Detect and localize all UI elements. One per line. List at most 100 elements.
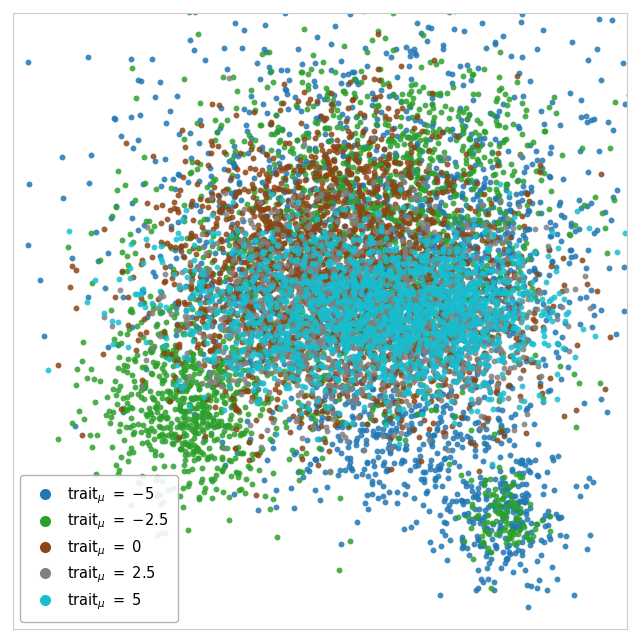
Point	[383, 91, 394, 101]
Point	[515, 313, 525, 324]
Point	[186, 377, 196, 388]
Point	[507, 351, 517, 361]
Point	[275, 403, 285, 413]
Point	[188, 243, 198, 253]
Point	[436, 107, 446, 117]
Point	[468, 336, 479, 347]
Point	[385, 332, 395, 342]
Point	[441, 308, 451, 318]
Point	[174, 129, 184, 139]
Point	[434, 343, 444, 354]
Point	[455, 354, 465, 365]
Point	[385, 134, 395, 144]
Point	[303, 202, 313, 212]
Point	[213, 346, 223, 356]
Point	[415, 451, 425, 461]
Point	[322, 153, 332, 164]
Point	[472, 356, 483, 366]
Point	[271, 92, 281, 103]
Point	[422, 214, 432, 225]
Point	[301, 331, 311, 341]
Point	[376, 342, 386, 352]
Point	[387, 213, 397, 223]
Point	[326, 363, 336, 373]
Point	[463, 169, 473, 179]
Point	[490, 297, 500, 308]
Point	[299, 327, 309, 338]
Point	[289, 229, 300, 239]
Point	[267, 281, 277, 291]
Point	[473, 564, 483, 575]
Point	[369, 186, 380, 196]
Point	[465, 162, 476, 173]
Point	[487, 334, 497, 345]
Point	[355, 164, 365, 174]
Point	[417, 274, 428, 284]
Point	[187, 374, 197, 384]
Point	[514, 359, 524, 369]
Point	[348, 299, 358, 309]
Point	[372, 281, 383, 291]
Point	[330, 238, 340, 248]
Point	[292, 367, 303, 377]
Point	[374, 477, 385, 487]
Point	[224, 329, 234, 340]
Point	[364, 194, 374, 204]
Point	[428, 254, 438, 265]
Point	[274, 270, 284, 280]
Point	[396, 352, 406, 362]
Point	[211, 307, 221, 317]
Point	[321, 247, 331, 257]
Point	[460, 365, 470, 376]
Point	[434, 291, 444, 301]
Point	[465, 203, 475, 213]
Point	[244, 249, 254, 259]
Point	[501, 179, 511, 189]
Point	[202, 454, 212, 464]
Point	[479, 64, 489, 74]
Point	[440, 334, 450, 344]
Point	[515, 150, 525, 160]
Point	[475, 358, 485, 368]
Point	[346, 307, 356, 317]
Point	[446, 327, 456, 338]
Point	[194, 492, 204, 502]
Point	[410, 328, 420, 338]
Point	[560, 316, 570, 326]
Point	[326, 180, 336, 190]
Point	[367, 240, 378, 250]
Point	[138, 314, 148, 324]
Point	[113, 317, 124, 327]
Point	[385, 446, 395, 456]
Point	[338, 171, 348, 182]
Point	[312, 348, 322, 358]
Point	[391, 348, 401, 358]
Point	[434, 252, 444, 263]
Point	[250, 395, 260, 405]
Point	[376, 261, 386, 271]
Point	[427, 441, 437, 451]
Point	[439, 337, 449, 347]
Point	[532, 44, 542, 55]
Point	[472, 333, 483, 343]
Point	[323, 315, 333, 325]
Point	[281, 247, 291, 257]
Point	[332, 214, 342, 225]
Point	[417, 308, 428, 318]
Point	[271, 168, 282, 178]
Point	[416, 456, 426, 466]
Point	[536, 106, 546, 116]
Point	[307, 209, 317, 220]
Point	[185, 318, 195, 328]
Point	[315, 217, 325, 227]
Point	[397, 267, 407, 277]
Point	[203, 265, 213, 275]
Point	[325, 221, 335, 231]
Point	[332, 358, 342, 369]
Point	[242, 291, 252, 301]
Point	[315, 360, 325, 370]
Point	[544, 244, 554, 254]
Point	[154, 413, 164, 423]
Point	[318, 259, 328, 269]
Point	[287, 315, 297, 325]
